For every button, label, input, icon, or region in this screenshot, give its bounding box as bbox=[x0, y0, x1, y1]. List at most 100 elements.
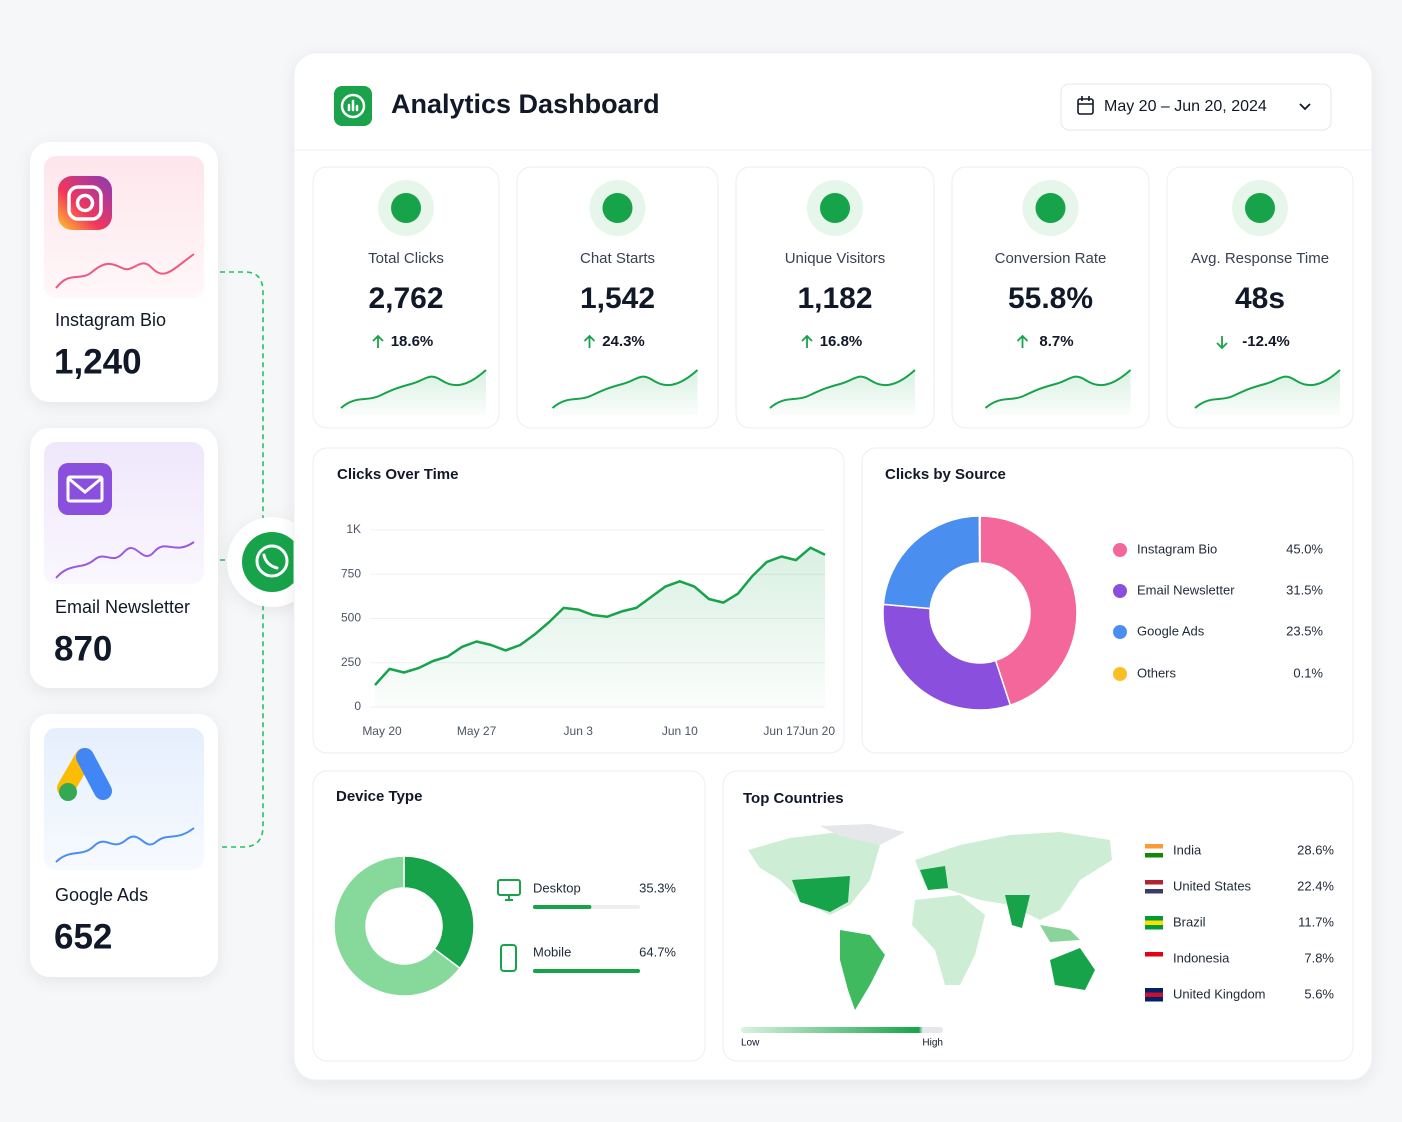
sparkline-area bbox=[341, 370, 486, 415]
kpi-trend-arrow bbox=[1216, 336, 1228, 350]
sparkline-area bbox=[1195, 370, 1340, 415]
donut-segment bbox=[978, 515, 981, 564]
x-tick-label: Jun 10 bbox=[662, 724, 698, 738]
donut-segment bbox=[403, 855, 475, 970]
y-tick-label: 750 bbox=[341, 566, 361, 580]
country-flag bbox=[1145, 988, 1163, 993]
logo-glyph bbox=[340, 93, 366, 119]
device-bar bbox=[533, 905, 592, 909]
kpi-icon-glyph bbox=[391, 193, 421, 223]
instagram-icon bbox=[58, 176, 112, 230]
email-glyph bbox=[67, 476, 103, 494]
calendar-icon bbox=[1078, 96, 1093, 105]
kpi-card bbox=[312, 166, 500, 429]
country-flag bbox=[1145, 848, 1163, 853]
mobile-icon bbox=[500, 944, 517, 972]
source-value: 1,240 bbox=[54, 342, 142, 381]
line-area bbox=[375, 547, 825, 707]
kpi-trend-arrow bbox=[372, 334, 384, 348]
legend-label: Others bbox=[1137, 665, 1177, 680]
donut-segment bbox=[333, 855, 461, 997]
date-picker[interactable] bbox=[1060, 83, 1332, 131]
source-value: 652 bbox=[54, 917, 112, 956]
whatsapp-glyph bbox=[255, 544, 289, 578]
map-region bbox=[1005, 895, 1030, 928]
panel-title: Clicks Over Time bbox=[337, 466, 458, 483]
sparkline bbox=[551, 369, 699, 409]
device-value: 35.3% bbox=[639, 880, 676, 895]
legend-swatch bbox=[1113, 667, 1127, 681]
kpi-value: 48s bbox=[1235, 282, 1285, 315]
country-value: 5.6% bbox=[1304, 986, 1334, 1001]
legend-label: Email Newsletter bbox=[1137, 582, 1235, 597]
sparkline bbox=[984, 369, 1132, 409]
y-tick-label: 500 bbox=[341, 611, 361, 625]
kpi-value: 2,762 bbox=[368, 282, 443, 315]
map-legend-low: Low bbox=[741, 1038, 760, 1049]
calendar-icon bbox=[1077, 98, 1094, 115]
kpi-value: 1,542 bbox=[580, 282, 655, 315]
country-value: 28.6% bbox=[1297, 842, 1334, 857]
country-flag bbox=[1145, 997, 1163, 1002]
country-flag bbox=[1145, 961, 1163, 966]
email-icon bbox=[58, 463, 112, 515]
dropdown-chevron bbox=[1299, 103, 1311, 111]
country-value: 22.4% bbox=[1297, 878, 1334, 893]
map-legend-scale bbox=[741, 1027, 943, 1033]
legend-swatch bbox=[1113, 625, 1127, 639]
kpi-label: Avg. Response Time bbox=[1191, 250, 1329, 267]
panel-title: Top Countries bbox=[743, 790, 844, 807]
kpi-change: 24.3% bbox=[602, 333, 645, 350]
y-tick-label: 0 bbox=[354, 699, 361, 713]
sparkline bbox=[340, 369, 487, 409]
instagram-glyph bbox=[67, 185, 103, 221]
date-range: May 20 – Jun 20, 2024 bbox=[1104, 98, 1267, 115]
legend-label: Google Ads bbox=[1137, 623, 1205, 638]
sparkline bbox=[55, 541, 195, 579]
legend-value: 31.5% bbox=[1286, 582, 1323, 597]
map-region bbox=[840, 930, 885, 1010]
kpi-value: 55.8% bbox=[1008, 282, 1093, 315]
country-value: 7.8% bbox=[1304, 950, 1334, 965]
country-name: United Kingdom bbox=[1173, 986, 1266, 1001]
sparkline-area bbox=[985, 370, 1131, 415]
kpi-icon-glyph bbox=[1035, 193, 1066, 223]
ads-icon bbox=[76, 748, 112, 800]
x-tick-label: Jun 20 bbox=[799, 724, 835, 738]
sparkline bbox=[55, 827, 195, 863]
kpi-label: Total Clicks bbox=[368, 250, 444, 267]
map-region bbox=[792, 876, 850, 912]
kpi-card bbox=[735, 166, 935, 429]
map-region bbox=[912, 895, 985, 985]
line bbox=[374, 546, 826, 686]
panel-title: Device Type bbox=[336, 788, 422, 805]
map-region bbox=[915, 832, 1112, 920]
donut-segment bbox=[882, 603, 1012, 711]
kpi-change: 8.7% bbox=[1039, 333, 1073, 350]
kpi-icon-glyph bbox=[1245, 193, 1275, 223]
kpi-label: Chat Starts bbox=[580, 250, 655, 267]
country-flag bbox=[1145, 920, 1163, 925]
device-label: Desktop bbox=[533, 880, 581, 895]
country-name: Brazil bbox=[1173, 914, 1206, 929]
map-region bbox=[820, 824, 905, 845]
country-flag bbox=[1145, 884, 1163, 889]
sparkline bbox=[55, 253, 195, 289]
country-flag bbox=[1145, 925, 1163, 930]
kpi-trend-arrow bbox=[1016, 334, 1029, 348]
kpi-label: Conversion Rate bbox=[995, 250, 1107, 267]
email-glyph bbox=[66, 475, 104, 503]
sparkline-area bbox=[770, 370, 915, 415]
country-name: United States bbox=[1173, 878, 1252, 893]
country-name: India bbox=[1173, 842, 1202, 857]
kpi-card bbox=[1166, 166, 1354, 429]
kpi-trend-arrow bbox=[583, 334, 596, 348]
x-tick-label: Jun 17 bbox=[763, 724, 799, 738]
country-name: Indonesia bbox=[1173, 950, 1230, 965]
dashboard-title: Analytics Dashboard bbox=[391, 89, 660, 119]
country-flag bbox=[1145, 992, 1163, 997]
kpi-icon-glyph bbox=[820, 193, 850, 223]
map-region bbox=[1040, 925, 1080, 942]
sparkline bbox=[1194, 369, 1341, 409]
source-name: Google Ads bbox=[55, 885, 148, 905]
